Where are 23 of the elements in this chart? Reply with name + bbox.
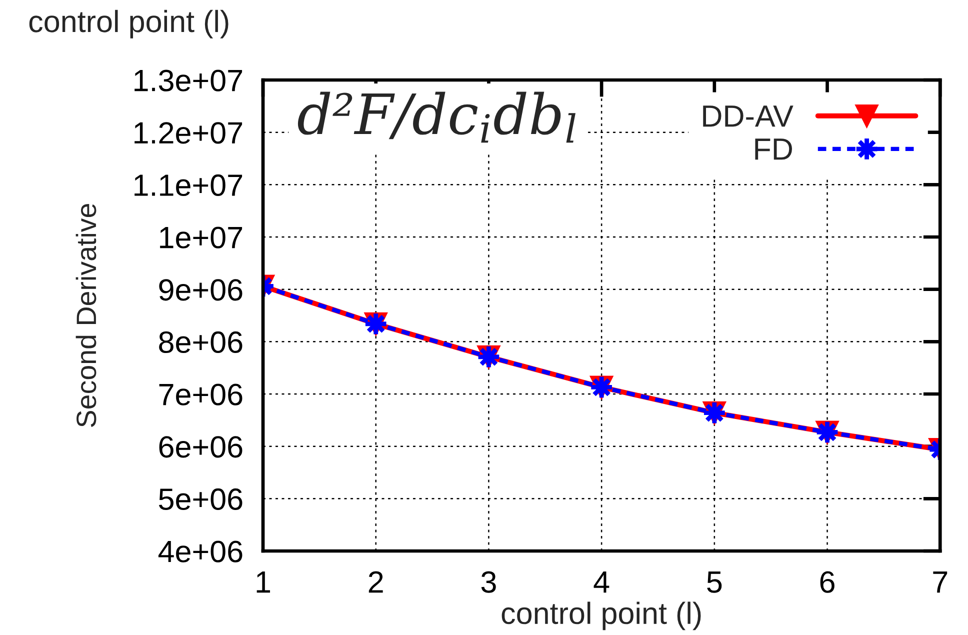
y-tick-label: 5e+06 — [158, 488, 242, 510]
y-tick-label: 9e+06 — [159, 279, 242, 301]
y-tick-label: 1.3e+07 — [134, 70, 242, 92]
y-tick-label: 7e+06 — [159, 384, 242, 406]
y-tick-label: 8e+06 — [159, 331, 242, 354]
x-tick-label: 3 — [481, 571, 496, 593]
chart-title: d²F/dc$_{i}$db$_{l}$ — [298, 92, 576, 143]
x-tick-label: 7 — [933, 572, 948, 593]
x-tick-label: 5 — [707, 572, 722, 593]
x-tick-label: 1 — [256, 572, 270, 593]
x-axis-title: control point (l) — [502, 602, 701, 630]
y-tick-label: 1.2e+07 — [134, 122, 242, 144]
legend-label: DD-AV — [703, 106, 794, 127]
text: control point (l) — [29, 10, 228, 38]
legend-label: FD — [755, 138, 792, 160]
y-tick-label: 1.1e+07 — [134, 174, 242, 196]
y-axis-title: Second Derivative — [76, 204, 96, 427]
x-tick-label: 4 — [594, 572, 610, 593]
y-tick-label: 4e+06 — [158, 540, 242, 562]
y-tick-label: 1e+07 — [160, 226, 242, 248]
x-tick-label: 2 — [368, 571, 383, 593]
y-tick-label: 6e+06 — [159, 436, 242, 458]
x-tick-label: 6 — [820, 571, 834, 593]
